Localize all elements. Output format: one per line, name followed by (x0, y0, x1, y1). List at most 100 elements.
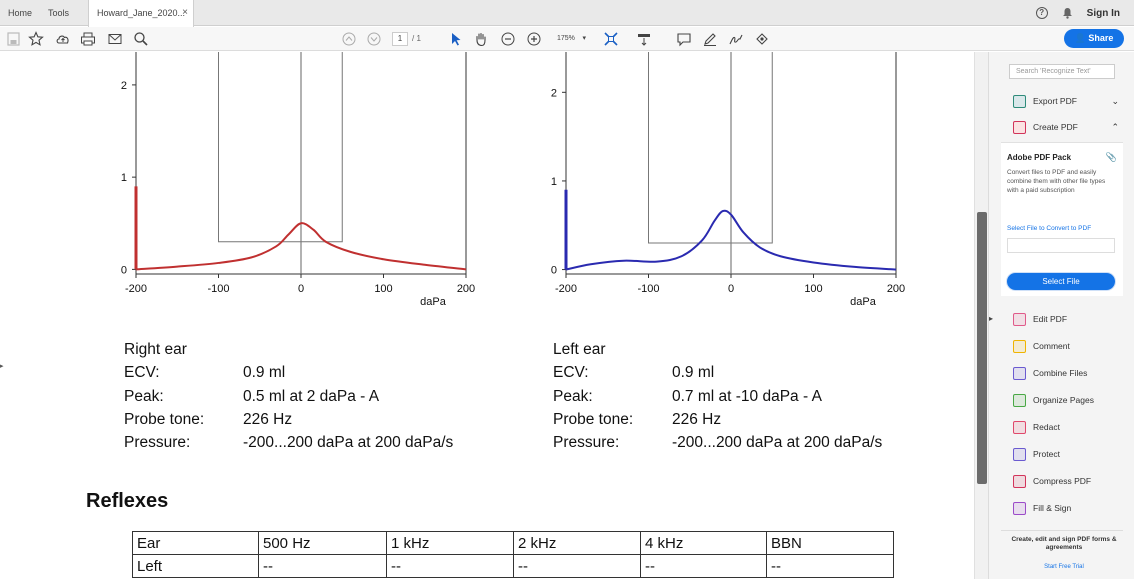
reflexes-heading: Reflexes (86, 490, 169, 512)
tab-document[interactable]: Howard_Jane_2020... × (88, 0, 194, 27)
panel-item-fill-sign[interactable]: Fill & Sign (1009, 499, 1119, 517)
x-tick-label: 0 (298, 283, 304, 295)
page-number-input[interactable]: 1 (392, 32, 408, 46)
tools-search-input[interactable]: Search 'Recognize Text' (1009, 64, 1115, 79)
normal-range-box (648, 52, 773, 244)
y-tick-label: 1 (551, 176, 557, 188)
left-ear-row: Pressure: -200...200 daPa at 200 daPa/s (553, 434, 883, 452)
table-header-cell: 1 kHz (386, 531, 514, 555)
table-header-cell: 4 kHz (640, 531, 767, 555)
zoom-out-icon[interactable] (500, 31, 516, 47)
pdf-pack-description: Convert files to PDF and easily combine … (1007, 169, 1106, 194)
document-view[interactable]: ▸ 0 1 2 -200 -100 0 100 200 daPa 0 1 2 -200 -100 0 100… (0, 52, 974, 579)
page-down-icon[interactable] (366, 31, 382, 47)
panel-item-comment[interactable]: Comment (1009, 337, 1119, 355)
left-edge-marker-icon: ▸ (0, 363, 4, 370)
scrollbar-thumb[interactable] (977, 212, 987, 484)
zoom-select[interactable]: 175% ▾ (551, 32, 589, 46)
x-tick-label: -100 (637, 283, 659, 295)
tab-tools[interactable]: Tools (48, 8, 70, 18)
table-cell: -- (386, 554, 514, 578)
edit-pdf-icon (1013, 313, 1026, 326)
table-header-cell: 2 kHz (513, 531, 641, 555)
document-scrollbar[interactable] (974, 52, 988, 579)
chevron-down-icon: ▾ (582, 35, 586, 42)
zoom-value: 175% (557, 35, 575, 42)
panel-item-export-pdf[interactable]: Export PDF ⌄ (1009, 92, 1119, 110)
print-icon[interactable] (80, 31, 96, 47)
right-ear-row: Probe tone: 226 Hz (124, 410, 293, 428)
left-ear-summary: Left ear ECV: 0.9 ml Peak: 0.7 ml at -10 d… (553, 338, 883, 454)
x-axis-unit: daPa (850, 296, 877, 308)
right-ear-row: Peak: 0.5 ml at 2 daPa - A (124, 387, 380, 405)
panel-item-edit-pdf[interactable]: Edit PDF (1009, 310, 1119, 328)
table-cell: -- (766, 554, 894, 578)
y-tick-label: 1 (121, 172, 127, 184)
page-up-icon[interactable] (341, 31, 357, 47)
right-ear-chart: 0 1 2 -200 -100 0 100 200 daPa (100, 52, 500, 324)
select-file-label: Select File to Convert to PDF (1007, 225, 1092, 232)
stamp-icon[interactable] (754, 31, 770, 47)
tools-panel: ▸ Search 'Recognize Text' Export PDF ⌄ C… (988, 52, 1134, 579)
pdf-pack-title: Adobe PDF Pack (1007, 153, 1072, 162)
pen-icon[interactable] (702, 31, 718, 47)
shield-icon (1013, 448, 1026, 461)
panel-collapse-icon[interactable]: ▸ (989, 314, 994, 323)
select-cursor-icon[interactable] (448, 31, 464, 47)
tab-home[interactable]: Home (8, 8, 33, 18)
file-path-input[interactable] (1007, 238, 1115, 253)
table-cell: -- (513, 554, 641, 578)
sign-icon[interactable] (728, 31, 744, 47)
fill-sign-icon (1013, 502, 1026, 515)
start-free-trial-link[interactable]: Start Free Trial (1044, 564, 1084, 570)
zoom-in-icon[interactable] (526, 31, 542, 47)
sign-in-button[interactable]: Sign In (1086, 7, 1120, 19)
x-tick-label: -200 (125, 283, 147, 295)
select-file-button[interactable]: Select File (1007, 273, 1115, 290)
panel-item-redact[interactable]: Redact (1009, 418, 1119, 436)
scroll-mode-icon[interactable] (636, 31, 652, 47)
right-ear-title: Right ear (124, 341, 187, 358)
share-label: Share (1088, 33, 1114, 43)
share-button[interactable]: 👤 Share (1064, 29, 1124, 48)
paperclip-icon: 📎 (1105, 152, 1117, 162)
help-icon[interactable]: ? (1035, 7, 1048, 19)
comment-icon[interactable] (676, 31, 692, 47)
cloud-upload-icon[interactable] (55, 31, 71, 47)
panel-item-organize-pages[interactable]: Organize Pages (1009, 391, 1119, 409)
bell-icon[interactable] (1062, 7, 1073, 19)
panel-item-create-pdf[interactable]: Create PDF ⌃ (1009, 118, 1119, 136)
table-cell: -- (258, 554, 387, 578)
search-icon[interactable] (133, 31, 149, 47)
x-tick-label: 0 (728, 283, 734, 295)
compress-pdf-icon (1013, 475, 1026, 488)
toolbar: 1 / 1 175% ▾ 👤 Share (0, 27, 1134, 51)
close-icon[interactable]: × (182, 7, 188, 18)
right-ear-summary: Right ear ECV: 0.9 ml Peak: 0.5 ml at 2 da… (124, 338, 453, 454)
panel-item-compress-pdf[interactable]: Compress PDF (1009, 472, 1119, 490)
hand-tool-icon[interactable] (473, 31, 489, 47)
y-tick-label: 2 (551, 87, 557, 99)
page-total: / 1 (412, 34, 421, 43)
tab-bar: Home Tools Howard_Jane_2020... × ? Sign … (0, 0, 1134, 27)
y-tick-label: 2 (121, 80, 127, 92)
chevron-down-icon: ⌄ (1111, 96, 1119, 106)
star-icon[interactable] (28, 31, 44, 47)
table-header-row: Ear 500 Hz 1 kHz 2 kHz 4 kHz BBN (132, 531, 894, 555)
x-tick-label: -200 (555, 283, 577, 295)
save-icon[interactable] (6, 31, 22, 47)
panel-item-combine-files[interactable]: Combine Files (1009, 364, 1119, 382)
panel-item-protect[interactable]: Protect (1009, 445, 1119, 463)
x-tick-label: 100 (374, 283, 392, 295)
reflexes-table: Ear 500 Hz 1 kHz 2 kHz 4 kHz BBN Left --… (132, 531, 894, 578)
fit-page-icon[interactable] (603, 31, 623, 47)
left-ear-row: ECV: 0.9 ml (553, 364, 715, 382)
x-tick-label: 100 (804, 283, 822, 295)
left-ear-row: Peak: 0.7 ml at -10 daPa - A (553, 387, 822, 405)
table-row: Left -- -- -- -- -- (132, 554, 894, 578)
x-axis-unit: daPa (420, 296, 447, 308)
x-tick-label: -100 (207, 283, 229, 295)
email-icon[interactable] (107, 31, 123, 47)
chevron-up-icon: ⌃ (1111, 122, 1119, 132)
table-header-cell: 500 Hz (258, 531, 387, 555)
